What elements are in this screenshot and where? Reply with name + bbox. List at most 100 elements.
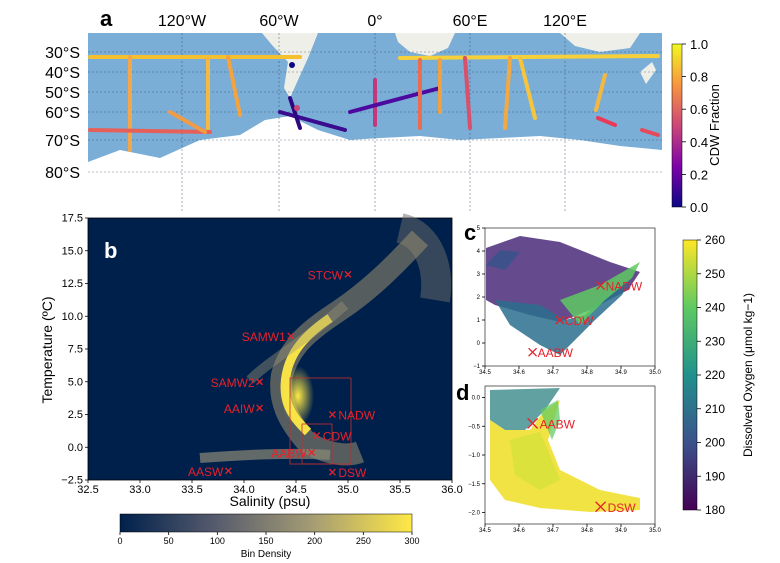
colorbar-tick-label: 0 [117,536,122,546]
longitude-label: 60°E [453,13,488,30]
oxygen-cloud-fringe [486,250,520,270]
water-mass-marker [527,417,539,429]
c-x-tick-labels: 34.5 34.6 34.7 34.8 34.9 35.0 [479,366,661,376]
b-x-axis-label: Salinity (psu) [230,493,311,509]
c-x-tick-label: 35.0 [649,370,661,376]
panel-c: NADW CDW AABW 34.5 34.6 34.7 34.8 34.9 35.0 −1 0… [464,220,661,376]
colorbar-tick-label: 250 [356,536,371,546]
track-weddell-coast [288,96,302,130]
water-mass-label: NADW [338,409,375,423]
d-water-mass-labels: AABW DSW [527,417,637,515]
colorbar-tick-label: 200 [307,536,322,546]
c-x-tick-label: 34.9 [615,370,627,376]
track-140e [518,56,537,120]
latitude-label: 30°S [45,45,80,62]
b-x-tick-label: 32.5 [77,484,98,496]
water-mass-label: AABW [538,346,574,360]
c-y-tick-label: 2 [477,295,481,301]
b-y-tick-label: 10.0 [62,311,83,323]
water-mass-marker [528,347,538,357]
water-mass-label: SAMW1 [242,330,286,344]
oxygen-cloud-mid [495,280,630,355]
d-x-tick-label: 34.6 [513,528,525,534]
water-mass-marker [224,467,232,475]
track-ross [596,116,617,127]
colorbar-bin-density [119,513,413,533]
water-mass-label: CDW [323,429,352,443]
b-x-tick-label: 35.5 [389,484,410,496]
panel-letter-a: a [100,6,113,31]
b-y-tick-label: 17.5 [62,213,83,225]
d-x-tick-label: 35.0 [649,528,661,534]
b-x-tick-label: 33.0 [129,484,150,496]
colorbar-cdw-ticks: 0.0 0.2 0.4 0.6 0.8 1.0 [682,37,708,215]
panel-letter-c: c [464,220,476,245]
c-y-tick-label: 3 [477,272,481,278]
colorbar-tick-label: 300 [404,536,419,546]
colorbar-oxygen-label: Dissolved Oxygen (μmol kg−1) [741,293,755,457]
water-mass-label: AABW [540,417,576,431]
colorbar-tick-label: 230 [705,334,725,348]
d-y-tick-labels: −2.0 −1.5 −1.0 −0.5 0.0 [468,396,485,517]
oxygen-cloud-body [490,400,640,512]
b-x-tick-label: 34.0 [233,484,254,496]
c-y-tick-label: 4 [477,249,481,255]
water-mass-label: DSW [608,501,637,515]
oxygen-cloud-top [490,388,560,430]
b-y-tick-label: 7.5 [68,344,83,356]
water-mass-marker [313,432,321,439]
colorbar-bin-density-ticks: 0 50 100 150 200 250 300 [117,532,420,546]
colorbar-tick-label: 210 [705,402,725,416]
oxygen-scatter-c [486,236,640,355]
track-east-pacific [168,110,207,134]
c-x-tick-label: 34.7 [547,370,559,376]
colorbar-bin-density-label: Bin Density [241,549,292,560]
colorbar-tick-label: 260 [705,233,725,247]
water-mass-marker [596,281,606,290]
longitude-label: 60°W [259,13,299,30]
water-mass-label: AASW [188,465,224,479]
b-x-tick-label: 34.5 [285,484,306,496]
b-y-tick-label: 5.0 [68,376,83,388]
colorbar-tick-label: 0.8 [690,70,708,85]
d-y-tick-label: −2.0 [468,511,481,517]
colorbar-tick-label: 0.4 [690,135,708,150]
water-mass-marker [308,449,316,456]
colorbar-oxygen-ticks: 180 190 200 210 220 230 240 250 260 [697,233,725,517]
track-110e [503,56,512,130]
reference-box-dense [301,423,333,465]
longitude-label: 120°E [543,13,587,30]
d-y-tick-label: −1.5 [468,482,481,488]
colorbar-tick-label: 250 [705,267,725,281]
b-x-tick-label: 35.0 [337,484,358,496]
b-x-tick-label: 36.0 [441,484,462,496]
colorbar-tick-label: 200 [705,436,725,450]
colorbar-cdw-label: CDW Fraction [707,84,722,166]
colorbar-tick-label: 240 [705,301,725,315]
latitude-label: 80°S [45,165,80,182]
c-y-tick-label: 5 [477,226,481,232]
colorbar-dissolved-oxygen [682,239,698,511]
c-y-tick-label: 1 [477,318,481,324]
water-mass-marker [328,468,336,476]
d-x-tick-label: 34.9 [615,528,627,534]
b-y-axis-label: Temperature (ºC) [39,296,55,403]
panel-b: STCW SAMW1 SAMW2 AAIW NADW CDW AABW AASW DSW 32.… [39,213,463,560]
b-y-tick-label: 15.0 [62,245,83,257]
c-x-tick-label: 34.8 [581,370,593,376]
b-y-tick-label: 2.5 [68,409,83,421]
colorbar-tick-label: 180 [705,503,725,517]
water-mass-label: SAMW2 [211,376,255,390]
colorbar-tick-label: 0.0 [690,200,708,215]
c-y-tick-label: −1 [473,364,481,370]
colorbar-tick-label: 100 [210,536,225,546]
track-150e [594,73,607,112]
b-x-tick-label: 33.5 [181,484,202,496]
map-africa [395,33,455,56]
b-y-tick-label: 0.0 [68,442,83,454]
track-75e [463,56,472,130]
panel-d: AABW DSW 34.5 34.6 34.7 34.8 34.9 35.0 −2.0 −1.… [456,233,755,534]
map-ship-tracks [88,54,660,152]
water-mass-label: DSW [338,466,367,480]
d-x-tick-label: 34.7 [547,528,559,534]
